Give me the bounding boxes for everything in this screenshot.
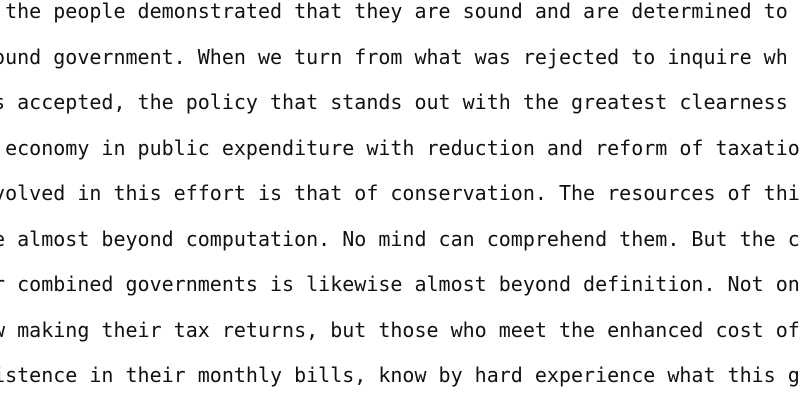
- text-line-3: as accepted, the policy that stands out …: [0, 90, 788, 114]
- text-line-7: ur combined governments is likewise almo…: [0, 272, 800, 296]
- text-line-9: xistence in their monthly bills, know by…: [0, 363, 800, 387]
- text-line-8: ow making their tax returns, but those w…: [0, 317, 800, 342]
- text-line-6: re almost beyond computation. No mind ca…: [0, 226, 800, 251]
- text-line-1: f the people demonstrated that they are …: [0, 0, 800, 23]
- text-line-4: f economy in public expenditure with red…: [0, 135, 800, 160]
- text-line-5: nvolved in this effort is that of conser…: [0, 181, 800, 205]
- text-line-2: sound government. When we turn from what…: [0, 44, 788, 69]
